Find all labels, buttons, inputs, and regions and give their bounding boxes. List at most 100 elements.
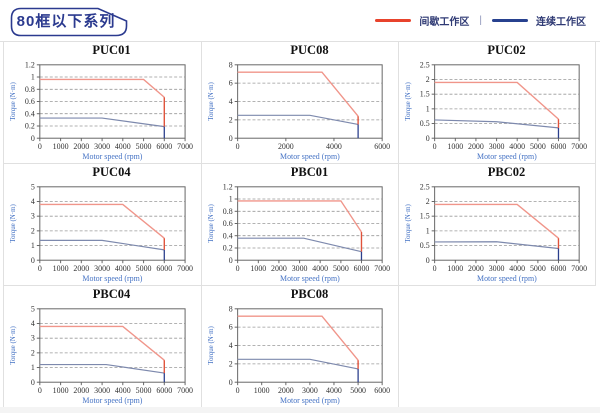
svg-text:2000: 2000 bbox=[278, 386, 294, 395]
svg-text:6: 6 bbox=[229, 323, 233, 332]
svg-text:3000: 3000 bbox=[94, 264, 110, 273]
svg-text:Torque (N·m): Torque (N·m) bbox=[9, 204, 17, 243]
chart-plot: 0 0.2 0.4 0.6 0.8 1 1.2 0 1000 2000 3000 4000 5000 60… bbox=[9, 60, 193, 161]
svg-text:3000: 3000 bbox=[292, 264, 308, 273]
chart-cell-PUC01: PUC01 0 0.2 0.4 0.6 0.8 1 1.2 0 1000 2000 3000 4000… bbox=[4, 42, 202, 164]
svg-text:3000: 3000 bbox=[489, 264, 505, 273]
svg-text:4000: 4000 bbox=[509, 264, 525, 273]
svg-text:5: 5 bbox=[31, 304, 35, 313]
svg-text:0.5: 0.5 bbox=[420, 119, 430, 128]
svg-text:7000: 7000 bbox=[177, 386, 193, 395]
chart-title: PUC01 bbox=[92, 43, 131, 57]
svg-text:8: 8 bbox=[229, 304, 233, 313]
svg-text:1.5: 1.5 bbox=[420, 90, 430, 99]
svg-text:3: 3 bbox=[31, 212, 35, 221]
svg-text:1: 1 bbox=[426, 104, 430, 113]
chart-cell-PBC02: PBC02 0 0.5 1 1.5 2 2.5 0 1000 2000 3000 4000 5000 6… bbox=[399, 164, 596, 286]
svg-text:5000: 5000 bbox=[136, 264, 152, 273]
svg-text:7000: 7000 bbox=[374, 264, 390, 273]
svg-text:0.6: 0.6 bbox=[25, 97, 35, 106]
svg-text:1000: 1000 bbox=[254, 386, 270, 395]
svg-text:2: 2 bbox=[426, 75, 430, 84]
svg-text:3000: 3000 bbox=[302, 386, 318, 395]
intermittent-legend-label: 间歇工作区 bbox=[419, 17, 470, 28]
svg-text:4000: 4000 bbox=[115, 142, 131, 151]
intermittent-line-swatch bbox=[375, 19, 412, 22]
svg-text:5000: 5000 bbox=[350, 386, 366, 395]
series-badge: 80框以下系列 bbox=[10, 7, 128, 37]
chart-title: PBC01 bbox=[290, 165, 329, 179]
svg-text:4: 4 bbox=[31, 319, 35, 328]
svg-text:6000: 6000 bbox=[551, 142, 567, 151]
svg-text:5000: 5000 bbox=[530, 264, 546, 273]
svg-text:4: 4 bbox=[229, 341, 233, 350]
table-top-border bbox=[0, 41, 600, 42]
svg-text:1: 1 bbox=[229, 195, 233, 204]
svg-text:0: 0 bbox=[229, 378, 233, 387]
legend-separator: | bbox=[479, 15, 482, 26]
svg-text:8: 8 bbox=[229, 60, 233, 69]
svg-text:2000: 2000 bbox=[73, 142, 89, 151]
chart-cell-PBC01: PBC01 0 0.2 0.4 0.6 0.8 1 1.2 0 1000 2000 3000 4000… bbox=[202, 164, 399, 286]
svg-text:2: 2 bbox=[426, 197, 430, 206]
svg-text:0: 0 bbox=[236, 386, 240, 395]
chart-title: PUC02 bbox=[487, 43, 526, 57]
chart-cell-PBC04: PBC04 0 1 2 3 4 5 0 1000 2000 3000 4000 5000 6000 700… bbox=[4, 286, 202, 408]
svg-text:2000: 2000 bbox=[468, 264, 484, 273]
svg-text:1: 1 bbox=[31, 363, 35, 372]
svg-text:6000: 6000 bbox=[551, 264, 567, 273]
svg-text:0.2: 0.2 bbox=[223, 244, 233, 253]
svg-text:0: 0 bbox=[31, 134, 35, 143]
svg-text:0.8: 0.8 bbox=[25, 85, 35, 94]
svg-text:Motor speed (rpm): Motor speed (rpm) bbox=[477, 152, 537, 161]
svg-text:Torque (N·m): Torque (N·m) bbox=[208, 204, 215, 243]
svg-text:7000: 7000 bbox=[177, 264, 193, 273]
svg-text:4000: 4000 bbox=[312, 264, 328, 273]
svg-text:4: 4 bbox=[229, 97, 233, 106]
svg-text:0: 0 bbox=[38, 386, 42, 395]
svg-text:Motor speed (rpm): Motor speed (rpm) bbox=[280, 396, 340, 405]
chart-cell-PUC02: PUC02 0 0.5 1 1.5 2 2.5 0 1000 2000 3000 4000 5000 6… bbox=[399, 42, 596, 164]
svg-text:3000: 3000 bbox=[94, 142, 110, 151]
svg-text:6000: 6000 bbox=[156, 264, 172, 273]
chart-cell-PUC04: PUC04 0 1 2 3 4 5 0 1000 2000 3000 4000 5000 6000 700… bbox=[4, 164, 202, 286]
svg-text:2: 2 bbox=[31, 348, 35, 357]
svg-text:1.2: 1.2 bbox=[25, 60, 35, 69]
charts-grid: PUC01 0 0.2 0.4 0.6 0.8 1 1.2 0 1000 2000 3000 4000… bbox=[3, 42, 597, 408]
svg-text:0: 0 bbox=[433, 264, 437, 273]
chart-plot: 0 2 4 6 8 0 2000 4000 6000 Motor speed (rpm) Torqu… bbox=[208, 60, 390, 161]
svg-text:6000: 6000 bbox=[156, 142, 172, 151]
chart-title: PUC04 bbox=[92, 165, 131, 179]
chart-title: PBC04 bbox=[92, 287, 131, 301]
svg-text:4000: 4000 bbox=[115, 386, 131, 395]
chart-plot: 0 1 2 3 4 5 0 1000 2000 3000 4000 5000 6000 7000 Motor… bbox=[9, 182, 193, 283]
continuous-legend-label: 连续工作区 bbox=[536, 17, 586, 28]
svg-text:1: 1 bbox=[31, 241, 35, 250]
svg-text:6000: 6000 bbox=[374, 386, 390, 395]
svg-text:2000: 2000 bbox=[73, 264, 89, 273]
svg-text:0.5: 0.5 bbox=[420, 241, 430, 250]
svg-text:6: 6 bbox=[229, 79, 233, 88]
svg-text:1000: 1000 bbox=[53, 142, 69, 151]
svg-text:0: 0 bbox=[229, 134, 233, 143]
svg-text:4000: 4000 bbox=[115, 264, 131, 273]
svg-text:7000: 7000 bbox=[571, 264, 587, 273]
svg-text:4000: 4000 bbox=[326, 386, 342, 395]
chart-title: PBC02 bbox=[487, 165, 526, 179]
svg-text:7000: 7000 bbox=[571, 142, 587, 151]
footer-strip bbox=[0, 407, 600, 413]
svg-text:0: 0 bbox=[236, 142, 240, 151]
svg-text:5000: 5000 bbox=[136, 142, 152, 151]
svg-text:Motor speed (rpm): Motor speed (rpm) bbox=[82, 274, 142, 283]
svg-text:5: 5 bbox=[31, 182, 35, 191]
svg-text:1.2: 1.2 bbox=[223, 182, 233, 191]
svg-text:1000: 1000 bbox=[447, 142, 463, 151]
svg-text:Motor speed (rpm): Motor speed (rpm) bbox=[477, 274, 537, 283]
chart-plot: 0 1 2 3 4 5 0 1000 2000 3000 4000 5000 6000 7000 Motor… bbox=[9, 304, 193, 405]
svg-text:0.4: 0.4 bbox=[25, 109, 35, 118]
svg-text:0.8: 0.8 bbox=[223, 207, 233, 216]
svg-text:1: 1 bbox=[31, 73, 35, 82]
svg-text:4000: 4000 bbox=[326, 142, 342, 151]
chart-title: PUC08 bbox=[290, 43, 329, 57]
svg-text:Motor speed (rpm): Motor speed (rpm) bbox=[82, 152, 142, 161]
